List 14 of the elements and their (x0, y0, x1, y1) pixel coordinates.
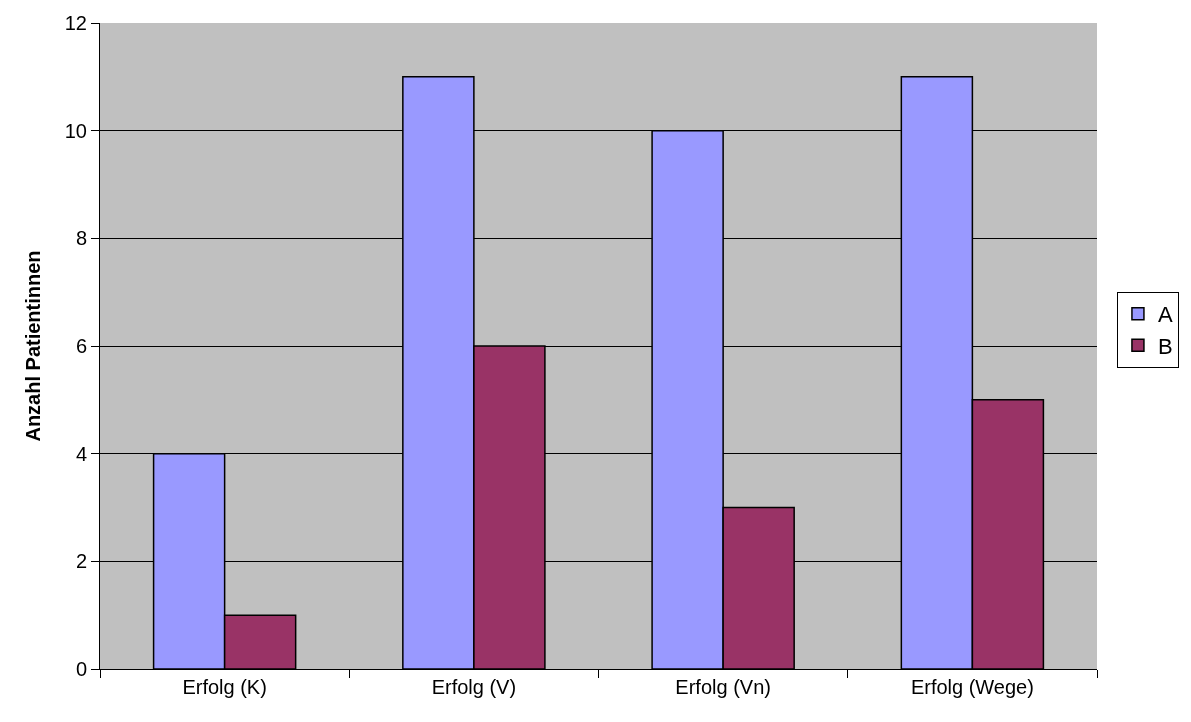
legend-label: A (1157, 302, 1173, 328)
legend-label: B (1157, 333, 1173, 359)
y-tick-label: 8 (75, 227, 87, 250)
y-tick-label: 4 (75, 442, 87, 465)
x-tick-label: Erfolg (Vn) (675, 676, 771, 698)
y-tick-label: 10 (64, 119, 87, 142)
x-tick-label: Erfolg (Wege) (910, 676, 1034, 698)
x-tick-label: Erfolg (K) (182, 676, 267, 698)
y-tick-label: 2 (75, 550, 87, 573)
y-tick-label: 12 (64, 12, 87, 34)
y-tick-label: 6 (75, 335, 87, 357)
x-tick-label: Erfolg (V) (431, 676, 517, 698)
y-axis-title: Anzahl Patientinnen (22, 250, 45, 442)
y-tick-label: 0 (75, 658, 87, 680)
